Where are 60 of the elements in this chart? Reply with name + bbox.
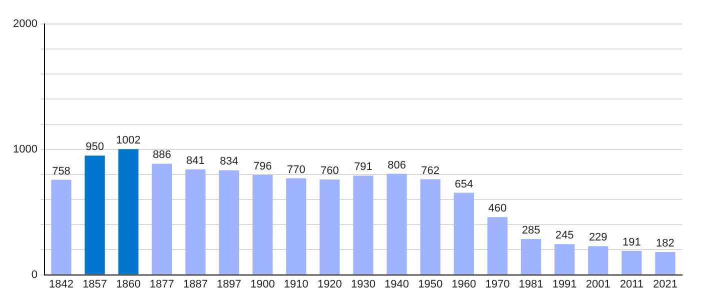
x-tick-label: 1842 [49, 278, 74, 290]
data-label: 191 [622, 236, 641, 248]
bar [386, 174, 407, 274]
data-label: 229 [588, 232, 608, 244]
data-label: 886 [152, 149, 172, 162]
x-tick-label: 1960 [452, 278, 476, 290]
x-tick-label: 1860 [116, 278, 141, 290]
data-label: 834 [220, 156, 238, 168]
bar [353, 176, 374, 274]
data-label: 460 [488, 202, 507, 215]
bar [185, 169, 206, 274]
x-tick-label: 1900 [250, 278, 275, 290]
bar [520, 239, 542, 274]
x-tick-label: 2011 [620, 278, 644, 290]
data-label: 796 [253, 160, 272, 173]
bar [588, 246, 608, 274]
data-label: 760 [320, 165, 339, 178]
data-label: 770 [286, 164, 306, 176]
bar [51, 180, 72, 274]
x-tick-label: 2001 [586, 278, 610, 290]
bar [218, 170, 240, 274]
data-label: 182 [656, 238, 674, 250]
bar [622, 250, 642, 274]
x-tick-label: 1887 [183, 278, 208, 290]
bar [420, 179, 440, 274]
x-tick-label: 1991 [552, 278, 577, 290]
data-label: 245 [555, 230, 574, 242]
data-label: 758 [52, 165, 70, 178]
data-label: 791 [354, 161, 372, 174]
x-tick-label: 1930 [350, 278, 376, 290]
bar [84, 156, 105, 274]
x-tick-label: 1897 [216, 278, 242, 290]
x-tick-label: 1940 [384, 278, 410, 290]
y-tick-label: 1000 [12, 143, 38, 156]
y-tick-label: 0 [31, 268, 38, 281]
x-tick-label: 1950 [418, 278, 443, 290]
x-tick-label: 1857 [82, 278, 108, 290]
x-tick-label: 1981 [518, 278, 544, 290]
data-label: 1002 [116, 134, 141, 147]
x-tick-label: 1877 [150, 278, 174, 290]
bar [320, 179, 340, 274]
bar [454, 192, 474, 274]
x-tick-label: 1910 [284, 278, 308, 290]
x-tick-label: 2021 [652, 278, 678, 290]
x-tick-label: 1920 [317, 278, 342, 290]
y-tick-label: 2000 [12, 18, 38, 30]
bar [152, 164, 172, 274]
bar [655, 252, 676, 274]
x-tick-label: 1970 [485, 278, 510, 290]
bar [252, 174, 273, 274]
bar [118, 149, 138, 274]
data-label: 841 [186, 154, 205, 167]
data-label: 950 [86, 141, 104, 154]
bar [554, 244, 575, 274]
data-label: 654 [454, 178, 474, 190]
data-label: 285 [522, 224, 540, 237]
bar [487, 217, 508, 274]
bar [286, 178, 306, 274]
data-label: 762 [421, 164, 440, 177]
data-label: 806 [388, 159, 406, 172]
